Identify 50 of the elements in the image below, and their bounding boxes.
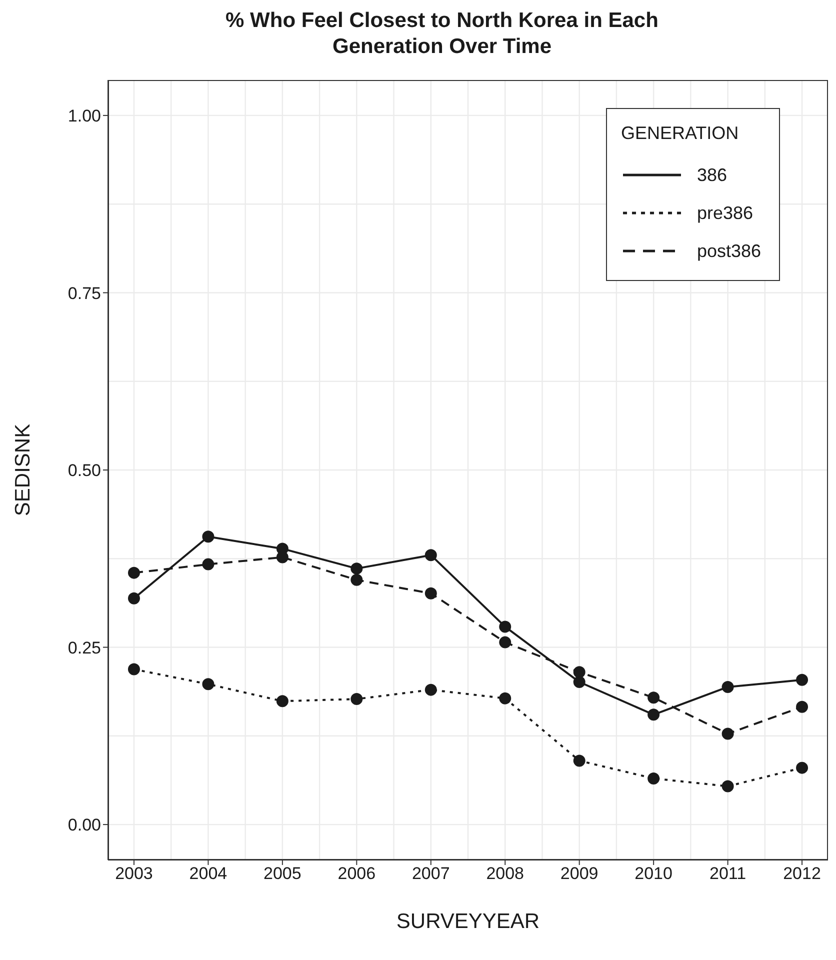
point (573, 676, 586, 688)
x-tick-label: 2008 (486, 864, 524, 884)
point (796, 762, 808, 774)
x-tick-label: 2003 (115, 864, 153, 884)
legend-title: GENERATION (621, 123, 740, 144)
x-tick-label: 2012 (783, 864, 821, 884)
point (350, 562, 363, 575)
point (648, 708, 660, 721)
point (499, 620, 512, 633)
point (276, 695, 288, 708)
point (424, 549, 437, 562)
x-tick-label: 2009 (560, 864, 598, 884)
y-tick-label: 0.75 (68, 284, 101, 303)
point (424, 684, 437, 696)
point (796, 674, 808, 686)
point (350, 574, 363, 586)
x-tick-label: 2007 (412, 864, 450, 884)
point (424, 587, 437, 600)
point (202, 558, 214, 570)
point (128, 663, 140, 676)
point (128, 566, 140, 579)
point (648, 692, 660, 704)
point (796, 700, 808, 713)
point (648, 772, 660, 784)
x-tick-label: 2004 (189, 864, 228, 884)
y-axis-title: SEDISNK (11, 424, 34, 516)
y-tick-label: 1.00 (68, 106, 101, 126)
x-tick-label: 2010 (634, 864, 672, 884)
point (573, 754, 586, 767)
chart-title: % Who Feel Closest to North Korea in Each Generation Over Time (224, 8, 660, 60)
point (202, 678, 214, 690)
point (722, 728, 734, 740)
point (202, 530, 214, 543)
legend-label: pre386 (697, 202, 754, 224)
legend-label: 386 (697, 164, 728, 186)
point (499, 692, 512, 704)
x-tick-label: 2006 (338, 864, 376, 884)
point (499, 636, 512, 648)
y-tick-label: 0.50 (68, 461, 101, 480)
y-tick-label: 0.00 (68, 816, 101, 835)
point (722, 780, 734, 792)
x-axis-title: SURVEYYEAR (396, 910, 540, 933)
x-tick-label: 2011 (710, 864, 746, 884)
point (350, 693, 363, 706)
legend-label: post386 (697, 240, 762, 262)
point (128, 592, 140, 604)
x-tick-label: 2005 (264, 864, 302, 884)
point (573, 666, 586, 678)
point (722, 680, 734, 693)
y-tick-label: 0.25 (68, 638, 101, 658)
